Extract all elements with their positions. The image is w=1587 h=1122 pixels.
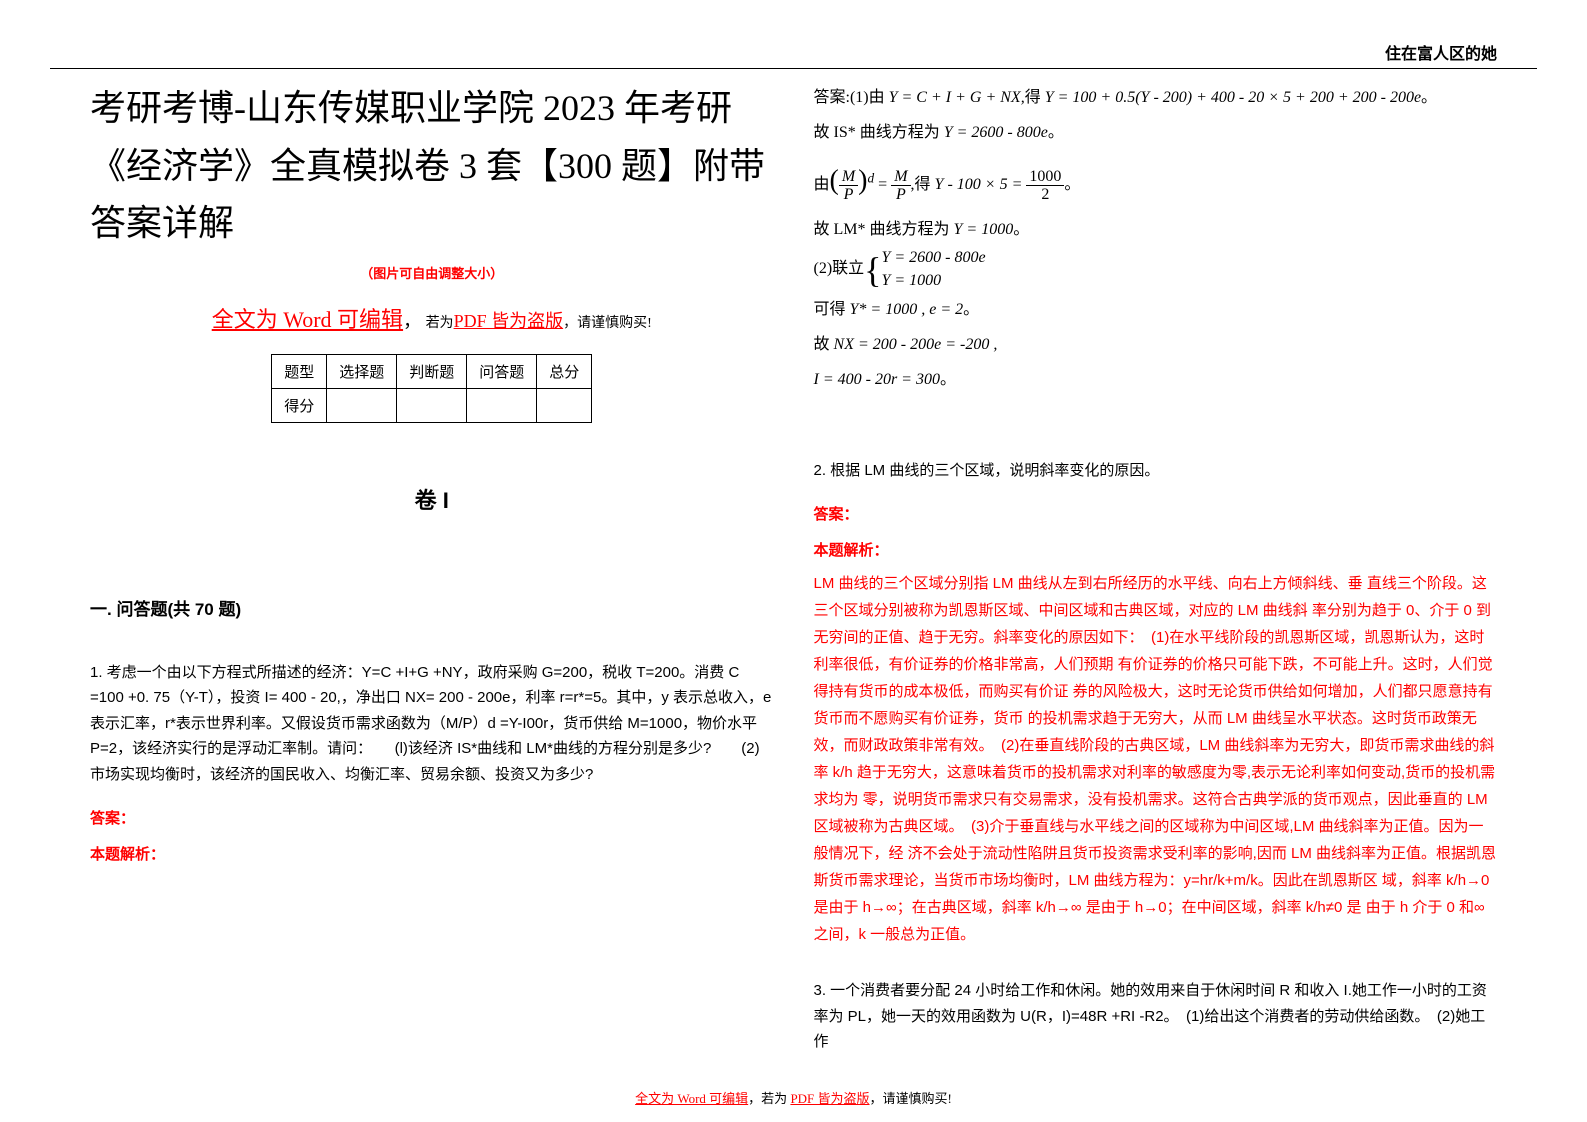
q2-answer-label: 答案： bbox=[814, 503, 1498, 524]
math-line-1: 答案:(1)由 Y = C + I + G + NX,得 Y = 100 + 0… bbox=[814, 80, 1498, 115]
left-column: 考研考博-山东传媒职业学院 2023 年考研《经济学》全真模拟卷 3 套【300… bbox=[90, 80, 774, 1075]
q1-answer-label: 答案： bbox=[90, 807, 774, 828]
th-1: 选择题 bbox=[327, 354, 397, 388]
math-line-2: 故 IS* 曲线方程为 Y = 2600 - 800e。 bbox=[814, 115, 1498, 150]
image-note: （图片可自由调整大小） bbox=[90, 263, 774, 282]
table-row: 得分 bbox=[272, 388, 592, 422]
footer-p3: PDF 皆为盗版 bbox=[790, 1091, 869, 1106]
question-1-text: 1. 考虑一个由以下方程式所描述的经济：Y=C +I+G +NY，政府采购 G=… bbox=[90, 660, 774, 788]
footer-p2: ，若为 bbox=[748, 1091, 790, 1106]
warning-p1: 全文为 Word 可编辑 bbox=[212, 307, 403, 332]
footer-p1: 全文为 Word 可编辑 bbox=[635, 1091, 748, 1106]
warning-p3: PDF 皆为盗版 bbox=[454, 311, 564, 331]
th-0: 题型 bbox=[272, 354, 327, 388]
document-title: 考研考博-山东传媒职业学院 2023 年考研《经济学》全真模拟卷 3 套【300… bbox=[90, 80, 774, 253]
header-divider bbox=[50, 68, 1537, 69]
page-footer: 全文为 Word 可编辑，若为 PDF 皆为盗版，请谨慎购买! bbox=[0, 1088, 1587, 1107]
math-line-5: (2)联立{Y = 2600 - 800eY = 1000 bbox=[814, 247, 1498, 292]
cell-empty bbox=[397, 388, 467, 422]
th-3: 问答题 bbox=[467, 354, 537, 388]
math-line-7: 故 NX = 200 - 200e = -200 , bbox=[814, 327, 1498, 362]
warning-line: 全文为 Word 可编辑， 若为PDF 皆为盗版，请谨慎购买! bbox=[90, 302, 774, 334]
math-line-6: 可得 Y* = 1000 , e = 2。 bbox=[814, 292, 1498, 327]
cell-empty bbox=[467, 388, 537, 422]
row-label: 得分 bbox=[272, 388, 327, 422]
right-column: 答案:(1)由 Y = C + I + G + NX,得 Y = 100 + 0… bbox=[814, 80, 1498, 1075]
th-2: 判断题 bbox=[397, 354, 467, 388]
warning-p4: ，请谨慎购买! bbox=[563, 316, 652, 331]
warning-p2: 若为 bbox=[426, 316, 454, 331]
header-name: 住在富人区的她 bbox=[1385, 40, 1497, 64]
math-line-3: 由(MP)d = MP,得 Y - 100 × 5 = 10002。 bbox=[814, 150, 1498, 212]
th-4: 总分 bbox=[537, 354, 592, 388]
q1-analysis-label: 本题解析： bbox=[90, 843, 774, 864]
answer-math-block: 答案:(1)由 Y = C + I + G + NX,得 Y = 100 + 0… bbox=[814, 80, 1498, 398]
q2-analysis-label: 本题解析： bbox=[814, 539, 1498, 560]
cell-empty bbox=[537, 388, 592, 422]
math-line-4: 故 LM* 曲线方程为 Y = 1000。 bbox=[814, 212, 1498, 247]
math-line-8: I = 400 - 20r = 300。 bbox=[814, 362, 1498, 397]
score-table: 题型 选择题 判断题 问答题 总分 得分 bbox=[271, 354, 592, 423]
warning-comma: ， bbox=[403, 311, 426, 331]
question-3-text: 3. 一个消费者要分配 24 小时给工作和休闲。她的效用来自于休闲时间 R 和收… bbox=[814, 978, 1498, 1055]
question-2-text: 2. 根据 LM 曲线的三个区域，说明斜率变化的原因。 bbox=[814, 458, 1498, 484]
table-header-row: 题型 选择题 判断题 问答题 总分 bbox=[272, 354, 592, 388]
content-columns: 考研考博-山东传媒职业学院 2023 年考研《经济学》全真模拟卷 3 套【300… bbox=[90, 80, 1497, 1075]
q2-analysis-text: LM 曲线的三个区域分别指 LM 曲线从左到右所经历的水平线、向右上方倾斜线、垂… bbox=[814, 570, 1498, 948]
volume-label: 卷 I bbox=[90, 483, 774, 515]
footer-p4: ，请谨慎购买! bbox=[870, 1091, 952, 1106]
cell-empty bbox=[327, 388, 397, 422]
section-heading: 一. 问答题(共 70 题) bbox=[90, 595, 774, 620]
